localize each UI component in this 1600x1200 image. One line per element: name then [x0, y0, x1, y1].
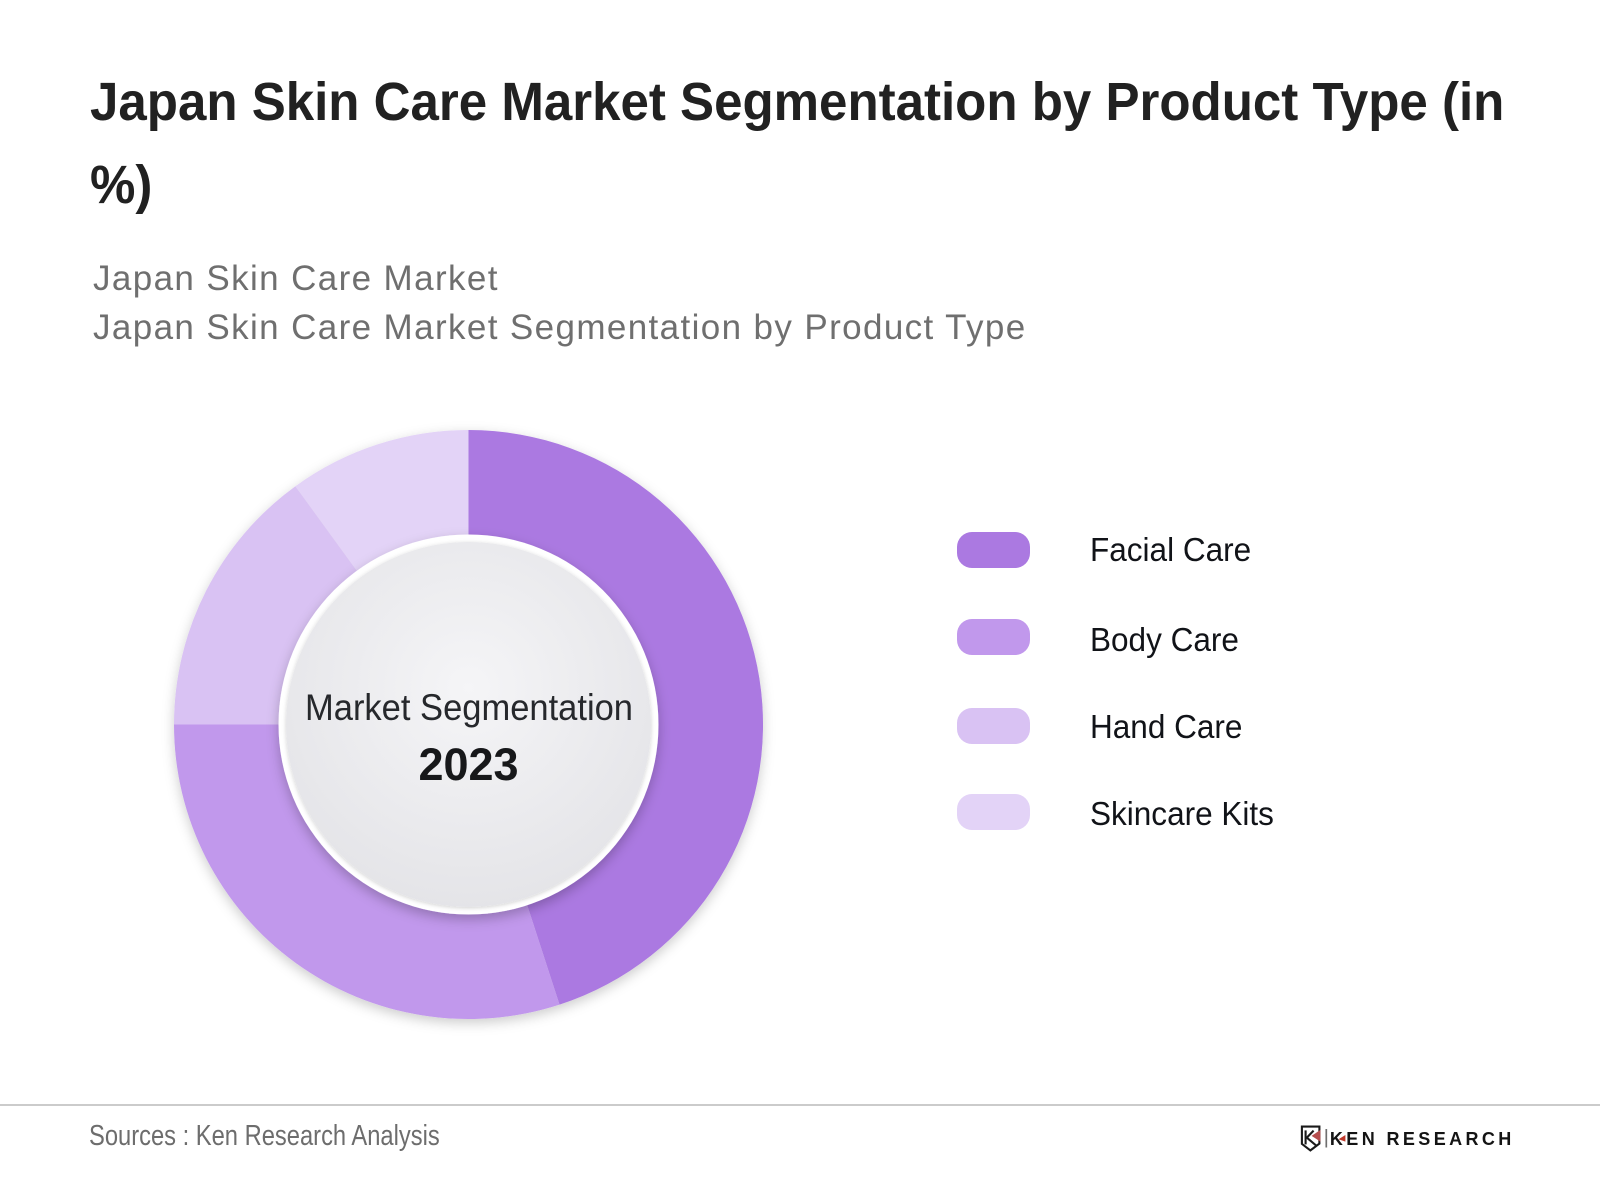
svg-text:KEN RESEARCH: KEN RESEARCH: [1330, 1129, 1515, 1149]
